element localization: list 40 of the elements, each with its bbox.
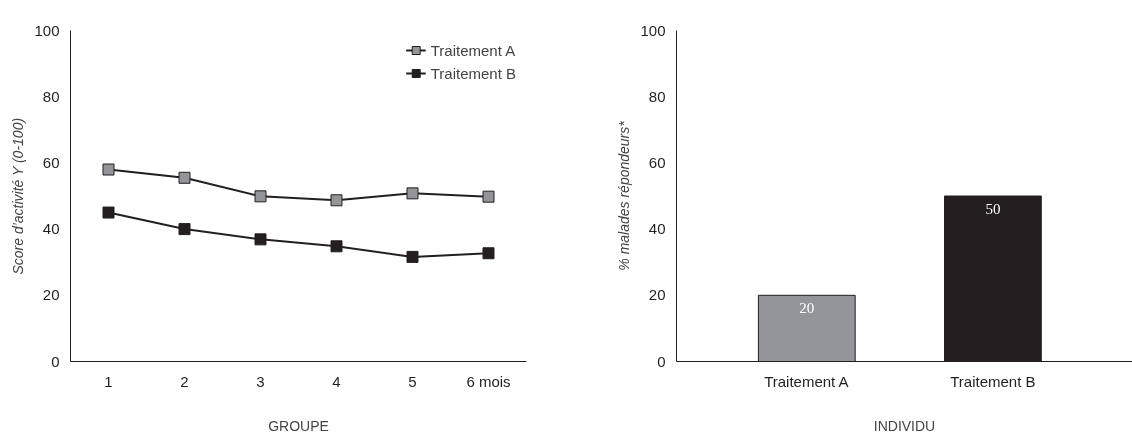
point bbox=[102, 163, 115, 176]
data-label: 50 bbox=[985, 201, 1001, 217]
y-tick-label: 0 bbox=[51, 352, 60, 370]
point bbox=[406, 187, 419, 200]
y-tick-label: 80 bbox=[648, 87, 666, 105]
y-tick-label: 20 bbox=[648, 286, 666, 304]
x-tick-label: Traitement A bbox=[764, 372, 849, 390]
x-axis-title: INDIVIDU bbox=[873, 417, 936, 434]
y-tick-label: 0 bbox=[657, 352, 666, 370]
x-axis-title: GROUPE bbox=[268, 417, 329, 434]
y-tick-label: 40 bbox=[42, 220, 60, 238]
y-tick-label: 60 bbox=[42, 153, 60, 171]
point bbox=[482, 247, 495, 260]
point bbox=[178, 171, 191, 184]
y-axis-title: % malades répondeurs* bbox=[616, 120, 633, 271]
y-tick-label: 60 bbox=[648, 153, 666, 171]
point bbox=[102, 206, 115, 219]
x-tick-label: 6 mois bbox=[466, 372, 511, 390]
y-tick-label: 40 bbox=[648, 220, 666, 238]
y-tick-label: 80 bbox=[42, 87, 60, 105]
y-tick-label: 20 bbox=[42, 286, 60, 304]
point bbox=[406, 250, 419, 263]
y-tick-label: 100 bbox=[34, 21, 60, 39]
point bbox=[178, 223, 191, 236]
point bbox=[254, 233, 267, 246]
y-tick-label: 100 bbox=[640, 21, 666, 39]
legend-label: Traitement B bbox=[430, 64, 516, 82]
point bbox=[330, 240, 343, 253]
point bbox=[330, 194, 343, 207]
x-tick-label: 5 bbox=[408, 372, 417, 390]
x-tick-label: Traitement B bbox=[950, 372, 1036, 390]
x-tick-label: 2 bbox=[180, 372, 189, 390]
point bbox=[482, 190, 495, 203]
y-axis-title: Score d’activité Y (0-100) bbox=[10, 117, 27, 275]
data-label: 20 bbox=[799, 300, 815, 317]
legend-label: Traitement A bbox=[430, 41, 516, 59]
point bbox=[254, 190, 267, 203]
x-tick-label: 4 bbox=[332, 372, 341, 390]
x-tick-label: 3 bbox=[256, 372, 265, 390]
x-tick-label: 1 bbox=[104, 372, 113, 390]
